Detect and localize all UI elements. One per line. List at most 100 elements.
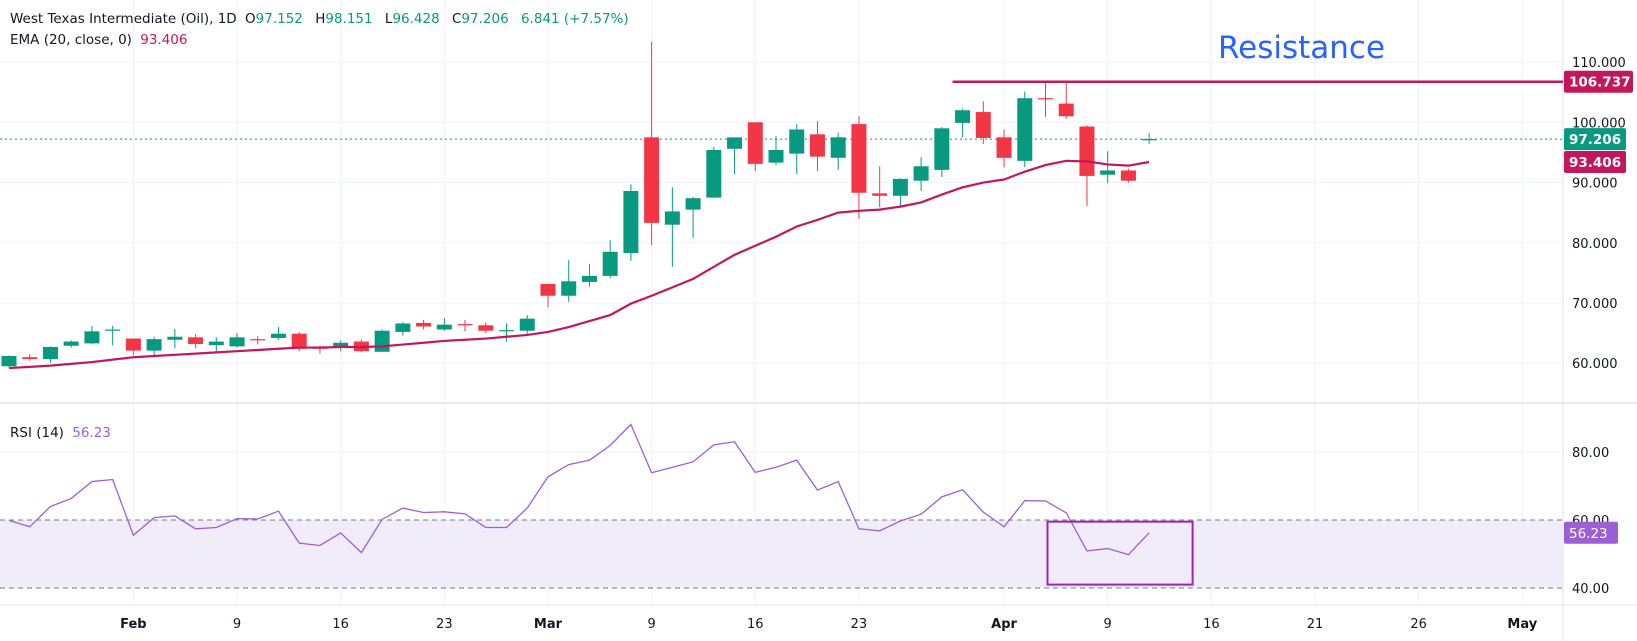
x-tick-label: Mar	[534, 617, 563, 632]
price-tick-label: 110.000	[1572, 56, 1626, 71]
candle-body	[768, 149, 784, 163]
rsi-line	[8, 423, 1150, 556]
candle	[581, 263, 597, 287]
rsi-tick-label: 40.00	[1572, 582, 1609, 597]
candle	[105, 325, 121, 346]
price-label-text: 106.737	[1569, 75, 1631, 91]
candle	[436, 318, 452, 331]
rsi-value: 56.23	[72, 425, 111, 441]
x-tick-label: 23	[436, 617, 453, 632]
candle-body	[747, 122, 763, 164]
price-label-badge	[1564, 128, 1626, 151]
rsi-band	[0, 519, 1563, 588]
candle	[374, 329, 390, 352]
candle	[561, 260, 577, 302]
candle	[644, 41, 660, 246]
candle-body	[22, 357, 38, 360]
candle	[1, 355, 17, 368]
ema-line	[8, 159, 1150, 370]
candle-body	[457, 324, 473, 326]
candle	[540, 283, 556, 308]
candle	[1120, 168, 1136, 183]
candle-body	[602, 251, 618, 276]
price-label-text: 93.406	[1569, 155, 1621, 171]
candle-body	[1141, 139, 1157, 141]
candle-body	[125, 338, 141, 351]
candle	[685, 196, 701, 238]
x-tick-label: 9	[1104, 617, 1112, 632]
x-tick-label: 9	[647, 617, 655, 632]
candle	[809, 121, 825, 172]
candle	[84, 325, 100, 344]
candle	[416, 319, 432, 330]
candle-body	[892, 178, 908, 196]
ema-label: EMA (20, close, 0)	[10, 32, 132, 48]
candle-body	[105, 329, 121, 331]
symbol-legend: West Texas Intermediate (Oil), 1D O97.15…	[10, 11, 633, 27]
x-tick-label: 23	[851, 617, 868, 632]
candle-body	[270, 333, 286, 338]
candle-body	[809, 134, 825, 157]
rsi-value-badge-text: 56.23	[1569, 526, 1608, 542]
candle	[768, 136, 784, 166]
candle-body	[1058, 103, 1074, 117]
candle	[478, 322, 494, 334]
candle-body	[146, 339, 162, 351]
x-tick-label: 16	[747, 617, 764, 632]
price-tick-label: 70.000	[1572, 297, 1618, 312]
x-tick-label: Feb	[120, 617, 146, 632]
x-tick-label: 21	[1307, 617, 1324, 632]
price-tick-label: 100.000	[1572, 116, 1626, 131]
candle-body	[996, 137, 1012, 158]
x-tick-label: Apr	[991, 617, 1017, 632]
symbol-title: West Texas Intermediate (Oil), 1D	[10, 11, 237, 27]
price-tick-label: 90.000	[1572, 177, 1618, 192]
candle	[602, 240, 618, 279]
candle-body	[706, 149, 722, 198]
candle-body	[644, 137, 660, 223]
ema-value: 93.406	[140, 32, 188, 48]
ema-legend: EMA (20, close, 0) 93.406	[10, 32, 192, 48]
candle-body	[913, 166, 929, 181]
x-tick-label: 26	[1410, 617, 1427, 632]
candle	[747, 122, 763, 172]
candle	[22, 354, 38, 361]
x-tick-label: 16	[1203, 617, 1220, 632]
x-tick-label: 16	[332, 617, 349, 632]
price-label-badge	[1564, 70, 1633, 93]
candle	[167, 328, 183, 349]
candle-body	[789, 129, 805, 154]
candle-body	[519, 318, 535, 331]
candle-body	[1120, 170, 1136, 181]
candle-body	[975, 112, 991, 138]
candle-body	[727, 137, 743, 149]
candle-body	[540, 284, 556, 296]
candle	[125, 338, 141, 356]
candle	[1038, 83, 1053, 117]
candle-body	[63, 341, 79, 346]
candle	[996, 129, 1012, 168]
open-value: O97.152	[245, 11, 303, 27]
candle	[1141, 133, 1157, 144]
x-tick-label: May	[1507, 617, 1537, 632]
candle-body	[664, 211, 680, 225]
candle	[63, 340, 79, 348]
candle	[706, 146, 722, 198]
candle-body	[499, 330, 515, 332]
candle-body	[955, 110, 971, 123]
candle-body	[623, 190, 639, 254]
candle-body	[436, 324, 452, 330]
close-value: C97.206	[451, 11, 509, 27]
rsi-tick-label: 80.00	[1572, 446, 1609, 461]
candle	[623, 184, 639, 261]
candle	[851, 116, 867, 219]
candle-body	[84, 331, 100, 344]
candle	[789, 124, 805, 175]
candle-body	[333, 342, 349, 348]
candle-body	[1017, 98, 1033, 161]
candle-body	[830, 137, 846, 158]
candle-body	[1079, 126, 1095, 176]
change-value: 6.841 (+7.57%)	[520, 11, 629, 27]
candle	[664, 187, 680, 267]
